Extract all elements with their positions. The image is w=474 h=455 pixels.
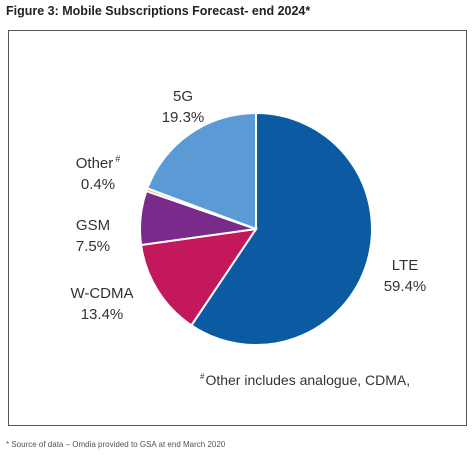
slice-label-other: Other #	[76, 154, 121, 172]
figure-title: Figure 3: Mobile Subscriptions Forecast-…	[6, 4, 311, 18]
slice-label-5g: 5G	[173, 88, 193, 105]
slice-value-5g: 19.3%	[162, 109, 205, 126]
slice-value-other: 0.4%	[81, 176, 115, 193]
slice-label-w-cdma: W-CDMA	[70, 285, 133, 302]
slice-label-lte: LTE	[392, 257, 418, 274]
slice-value-lte: 59.4%	[384, 278, 427, 295]
footnote-marker: #	[200, 372, 205, 381]
pie-slice-lte	[190, 111, 373, 346]
pie-slice-w-cdma	[139, 227, 259, 327]
footnote: #Other includes analogue, CDMA,	[200, 372, 410, 388]
footnote-text: Other includes analogue, CDMA,	[205, 372, 411, 388]
slice-value-w-cdma: 13.4%	[81, 306, 124, 323]
chart-frame	[8, 30, 467, 426]
slice-label-gsm: GSM	[76, 217, 110, 234]
pie-slice-5g	[146, 111, 257, 231]
source-note: * Source of data – Omdia provided to GSA…	[6, 440, 226, 449]
slice-value-gsm: 7.5%	[76, 238, 110, 255]
